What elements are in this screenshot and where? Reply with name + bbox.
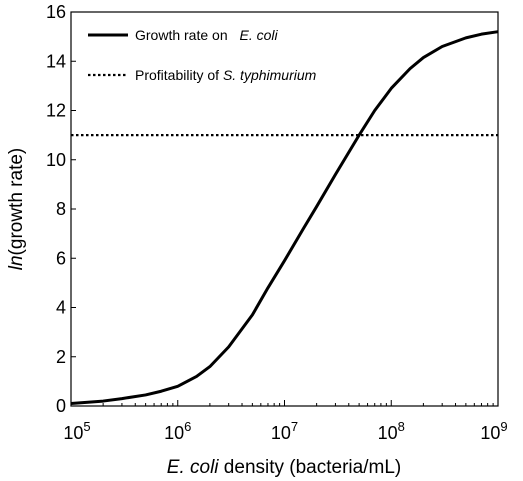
y-tick-label-1: 2	[56, 347, 66, 367]
x-axis-label: E. coli density (bacteria/mL)	[167, 457, 401, 478]
legend-label-profitability: Profitability of S. typhimurium	[135, 67, 317, 83]
x-tick-label-0: 105	[63, 419, 90, 443]
plot-frame	[70, 11, 499, 407]
y-tick-label-7: 14	[46, 51, 66, 71]
y-tick-label-4: 8	[56, 199, 66, 219]
y-tick-label-8: 16	[46, 2, 66, 22]
x-tick-label-1: 106	[164, 419, 191, 443]
y-axis-label: ln(growth rate)	[6, 148, 27, 271]
y-tick-label-6: 12	[46, 101, 66, 121]
tick-group: 0 2 4 6 8 10 12 14 16 105 106 107 108 109	[46, 2, 508, 443]
legend-label-growth-rate: Growth rate on E. coli	[135, 27, 279, 43]
x-tick-label-4: 109	[480, 419, 507, 443]
y-tick-label-2: 4	[56, 298, 66, 318]
series-group	[70, 30, 499, 406]
y-tick-label-5: 10	[46, 150, 66, 170]
x-tick-label-2: 107	[271, 419, 298, 443]
legend: Growth rate on E. coli Profitability of …	[88, 27, 317, 83]
series-line-0	[70, 30, 499, 406]
y-tick-label-0: 0	[56, 396, 66, 416]
x-tick-label-3: 108	[378, 419, 405, 443]
y-tick-label-3: 6	[56, 248, 66, 268]
